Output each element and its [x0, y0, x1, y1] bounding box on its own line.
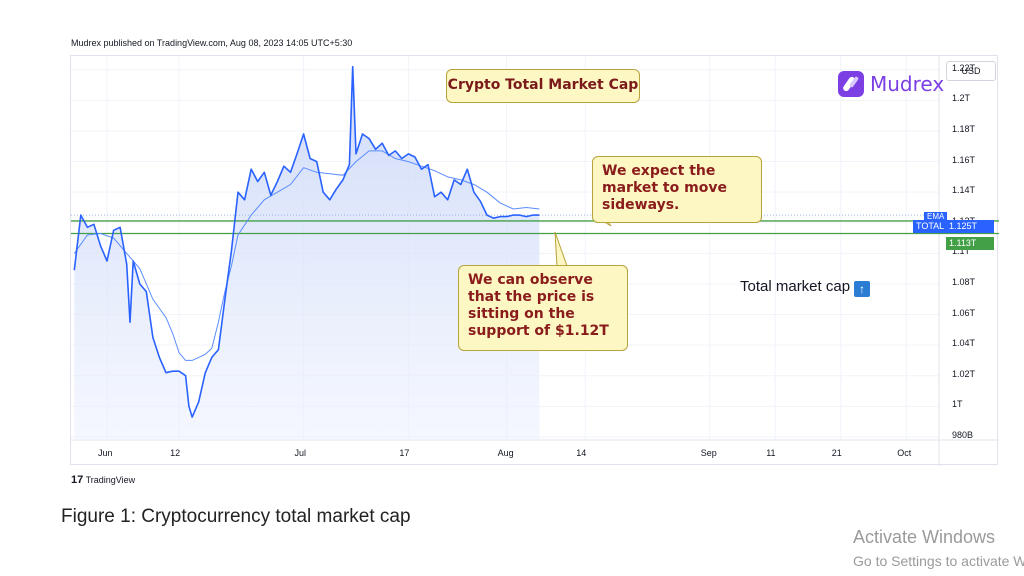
- ema-series-line: [73, 150, 540, 361]
- callout-support: We can observe that the price is sitting…: [458, 265, 628, 351]
- y-tick-label: 1.18T: [952, 123, 976, 134]
- last-price-tag: 1.125T: [946, 220, 994, 233]
- x-tick-label: Jul: [294, 448, 307, 458]
- ema-price-tag: EMA: [924, 212, 948, 221]
- x-tick-label: 11: [766, 448, 776, 458]
- currency-button[interactable]: USD: [946, 61, 996, 81]
- y-tick-label: 1.14T: [952, 185, 976, 196]
- y-tick-label: 1.02T: [952, 368, 976, 379]
- y-tick-label: 980B: [952, 429, 974, 440]
- x-tick-label: 17: [399, 448, 410, 458]
- y-tick-label: 1.16T: [952, 154, 976, 165]
- price-area-fill: [74, 66, 540, 440]
- chart-frame: [70, 55, 999, 466]
- windows-watermark-subtitle: Go to Settings to activate Windows.: [853, 553, 1024, 569]
- y-tick-label: 1.04T: [952, 338, 976, 349]
- callout-bottom-pointer: [554, 231, 568, 267]
- annotation-text: Total market cap: [740, 278, 851, 295]
- series-name-tag: TOTAL: [913, 220, 948, 233]
- tradingview-footer: 17 TradingView: [71, 474, 135, 486]
- x-tick-label: Aug: [497, 448, 514, 458]
- y-tick-label: 1T: [952, 399, 963, 410]
- x-tick-label: 14: [576, 448, 587, 458]
- mudrex-logo: Mudrex: [838, 70, 944, 98]
- logo-text: Mudrex: [870, 72, 945, 96]
- mudrex-logo-icon: [838, 71, 864, 97]
- total-market-cap-note: Total market cap ↑: [740, 278, 871, 297]
- up-arrow-square-icon: ↑: [854, 281, 871, 297]
- figure-caption: Figure 1: Cryptocurrency total market ca…: [61, 506, 411, 527]
- tradingview-text: TradingView: [85, 475, 136, 485]
- chart-title-box: Crypto Total Market Cap: [446, 69, 640, 103]
- published-info: Mudrex published on TradingView.com, Aug…: [71, 38, 353, 48]
- y-tick-label: 1.22T: [952, 62, 976, 73]
- y-tick-label: 1.2T: [952, 93, 971, 104]
- x-tick-label: Oct: [897, 448, 912, 458]
- price-chart[interactable]: [71, 56, 999, 466]
- y-tick-label: 1.08T: [952, 276, 976, 287]
- x-tick-label: 12: [170, 448, 181, 458]
- tradingview-logo-icon: 17: [71, 474, 84, 486]
- y-tick-label: 1.1T: [952, 246, 971, 257]
- x-tick-label: Sep: [700, 448, 717, 458]
- y-tick-label: 1.06T: [952, 307, 976, 318]
- x-tick-label: 21: [831, 448, 842, 458]
- x-tick-label: Jun: [98, 448, 113, 458]
- support-price-tag: 1.113T: [946, 237, 994, 250]
- callout-sideways: We expect the market to move sideways.: [592, 156, 762, 223]
- windows-watermark-title: Activate Windows: [853, 527, 996, 547]
- total-series-line: [73, 65, 540, 418]
